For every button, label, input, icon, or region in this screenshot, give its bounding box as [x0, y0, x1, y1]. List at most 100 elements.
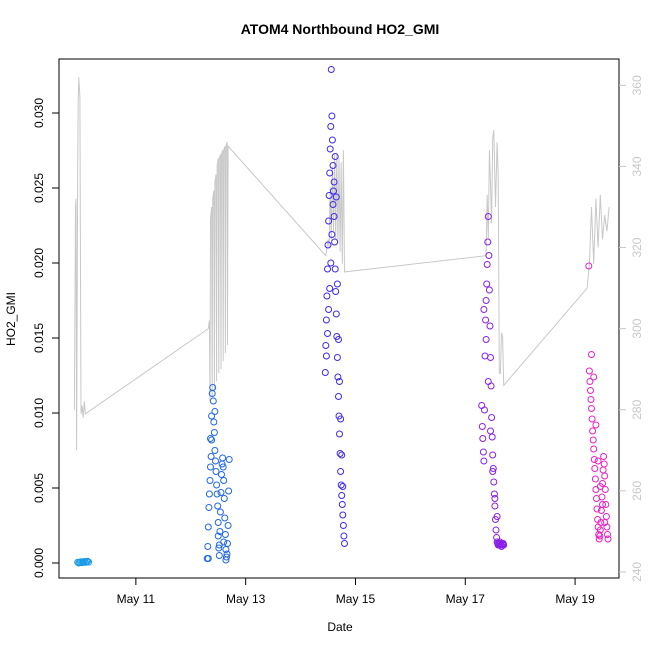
data-point [489, 468, 497, 475]
data-point [218, 471, 225, 478]
data-point [479, 448, 487, 456]
data-point [601, 472, 609, 480]
data-point [214, 519, 222, 526]
data-point [589, 436, 597, 444]
data-point [590, 373, 598, 381]
data-point [331, 153, 339, 160]
data-point [219, 454, 227, 462]
data-point [601, 519, 609, 526]
data-point [325, 306, 333, 313]
secondary-series-line [73, 77, 610, 451]
data-point [587, 396, 595, 403]
data-point [589, 427, 597, 435]
data-point [209, 384, 217, 391]
series-4 [585, 262, 612, 543]
x-axis-label: Date [327, 620, 353, 634]
y-tick-label: 0.000 [32, 548, 46, 578]
y2-tick-label: 280 [630, 399, 644, 419]
data-point [324, 330, 331, 337]
data-point [325, 192, 333, 199]
data-point [482, 336, 490, 343]
data-point [205, 504, 213, 511]
data-point [326, 169, 334, 177]
y-axis-label: HO2_GMI [4, 292, 18, 346]
data-point [324, 241, 332, 249]
y-axis: 0.000 0.005 0.010 0.015 0.020 0.025 0.030 [32, 98, 59, 578]
x-axis: May 11 May 13 May 15 May 17 May 19 [117, 578, 595, 606]
data-point [216, 528, 224, 535]
data-point [487, 427, 494, 435]
data-point [585, 262, 593, 270]
data-point [211, 447, 219, 454]
y2-tick-label: 240 [630, 562, 644, 582]
data-point [84, 557, 91, 565]
chart-title: ATOM4 Northbound HO2_GMI [241, 21, 440, 37]
data-point [329, 162, 337, 169]
data-point [591, 465, 599, 472]
data-point [482, 297, 490, 304]
data-point [207, 453, 215, 460]
data-point [604, 535, 612, 543]
data-point [322, 342, 330, 349]
data-point [480, 306, 488, 313]
data-point [219, 463, 227, 471]
y2-tick-label: 320 [630, 237, 644, 257]
data-point [480, 457, 488, 465]
series-0 [74, 557, 93, 567]
data-point [481, 406, 488, 414]
data-point [221, 514, 229, 522]
data-points-layer [74, 66, 612, 567]
data-point [588, 351, 595, 358]
data-point [484, 378, 492, 385]
data-point [225, 487, 233, 495]
data-point [220, 495, 228, 502]
data-point [326, 285, 334, 292]
data-point [487, 354, 494, 361]
data-point [336, 378, 343, 385]
data-point [210, 429, 218, 436]
data-point [484, 238, 492, 246]
data-point [482, 316, 490, 324]
x-tick-label: May 19 [555, 592, 595, 606]
data-point [223, 553, 230, 561]
data-point [491, 502, 499, 510]
data-point [328, 136, 336, 144]
data-point [604, 531, 611, 538]
data-point [337, 468, 345, 475]
secondary-line-layer [73, 77, 610, 451]
data-point [493, 513, 501, 520]
data-point [85, 558, 93, 566]
data-point [211, 408, 219, 415]
data-point [205, 490, 213, 498]
data-point [597, 519, 605, 526]
data-point [483, 280, 491, 288]
data-point [332, 310, 340, 318]
data-point [216, 508, 224, 516]
data-point [212, 468, 220, 475]
data-point [489, 465, 497, 472]
data-point [328, 231, 336, 238]
data-point [485, 286, 493, 294]
data-point [337, 415, 345, 423]
data-point [336, 450, 344, 457]
data-point [215, 544, 223, 552]
y-tick-label: 0.020 [32, 248, 46, 278]
data-point [331, 265, 339, 273]
data-point [338, 501, 346, 508]
data-point [326, 145, 334, 153]
data-point [595, 531, 603, 538]
data-point [479, 435, 487, 442]
data-point [492, 526, 500, 534]
x-tick-label: May 15 [336, 592, 376, 606]
data-point [340, 532, 348, 540]
data-point [220, 538, 228, 546]
data-point [208, 412, 216, 420]
data-point [330, 213, 338, 220]
y-tick-label: 0.005 [32, 473, 46, 503]
data-point [213, 481, 221, 489]
data-point [224, 540, 231, 547]
data-point [330, 187, 337, 195]
data-point [221, 531, 229, 538]
y2-tick-label: 260 [630, 480, 644, 500]
data-point [332, 193, 340, 201]
